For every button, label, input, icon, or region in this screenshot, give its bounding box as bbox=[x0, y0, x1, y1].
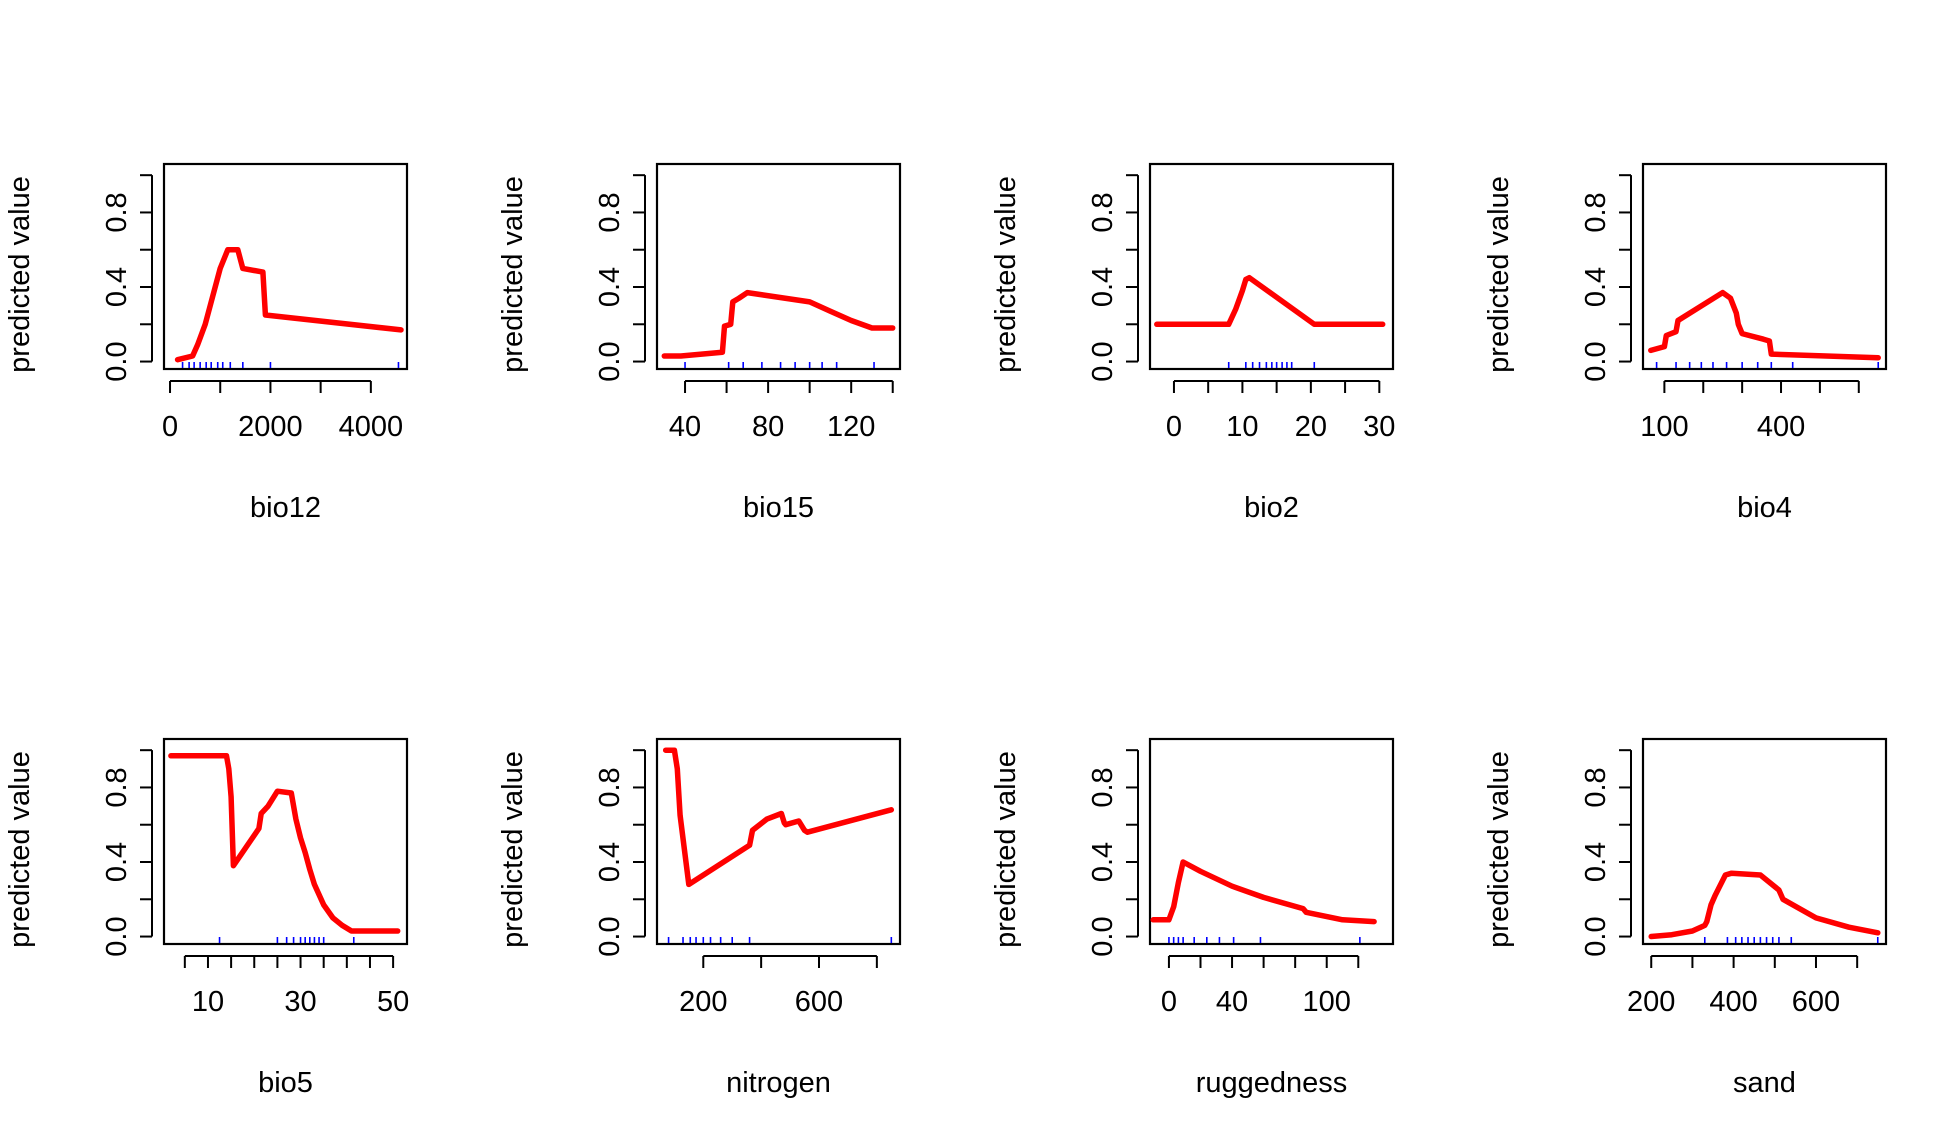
y-tick-label: 0.0 bbox=[101, 916, 133, 956]
plot-panel-bio15: 40 80 120 0.0 0.4 0.8 bio15 predicted value bbox=[497, 162, 902, 524]
y-axis-title: predicted value bbox=[990, 176, 1022, 373]
plot-box bbox=[162, 162, 409, 371]
y-tick-label: 0.0 bbox=[1087, 341, 1119, 381]
y-axis-title: predicted value bbox=[1483, 176, 1515, 373]
x-tick-label: 0 bbox=[1161, 986, 1177, 1018]
x-tick-label: 2000 bbox=[238, 411, 303, 443]
response-curve-sand bbox=[1648, 870, 1881, 940]
x-tick-label: 400 bbox=[1757, 411, 1805, 443]
y-tick-label: 0.4 bbox=[1087, 267, 1119, 307]
x-tick-label: 0 bbox=[162, 411, 178, 443]
x-tick-label: 40 bbox=[1216, 986, 1248, 1018]
plot-box bbox=[1148, 737, 1395, 946]
x-tick-label: 10 bbox=[192, 986, 224, 1018]
response-curve-ruggedness bbox=[1150, 859, 1377, 925]
y-tick-label: 0.8 bbox=[1580, 192, 1612, 232]
x-tick-label: 30 bbox=[284, 986, 316, 1018]
x-axis-title: bio15 bbox=[743, 492, 814, 524]
plot-box bbox=[655, 162, 902, 371]
x-tick-label: 0 bbox=[1166, 411, 1182, 443]
plot-panel-nitrogen: 200 600 0.0 0.4 0.8 nitrogen predicted value bbox=[497, 737, 902, 1099]
y-tick-label: 0.8 bbox=[594, 767, 626, 807]
x-tick-label: 200 bbox=[1627, 986, 1675, 1018]
y-tick-label: 0.8 bbox=[101, 192, 133, 232]
x-tick-label: 100 bbox=[1640, 411, 1688, 443]
y-tick-label: 0.4 bbox=[101, 267, 133, 307]
x-axis-title: bio12 bbox=[250, 492, 321, 524]
y-tick-label: 0.8 bbox=[1087, 767, 1119, 807]
response-curve-bio2 bbox=[1154, 274, 1386, 328]
y-tick-label: 0.4 bbox=[594, 267, 626, 307]
y-axis-title: predicted value bbox=[497, 751, 529, 948]
x-tick-label: 80 bbox=[752, 411, 784, 443]
plot-box bbox=[1641, 737, 1888, 946]
y-axis-title: predicted value bbox=[497, 176, 529, 373]
plot-box bbox=[162, 737, 409, 946]
y-tick-label: 0.0 bbox=[101, 341, 133, 381]
x-tick-label: 10 bbox=[1226, 411, 1258, 443]
x-tick-label: 400 bbox=[1709, 986, 1757, 1018]
y-axis-title: predicted value bbox=[1483, 751, 1515, 948]
x-axis-title: bio5 bbox=[258, 1067, 313, 1099]
x-tick-label: 600 bbox=[1792, 986, 1840, 1018]
x-tick-label: 30 bbox=[1363, 411, 1395, 443]
y-axis-title: predicted value bbox=[990, 751, 1022, 948]
plot-panel-bio12: 0 2000 4000 0.0 0.4 0.8 bio12 predicted value bbox=[4, 162, 409, 524]
x-axis-title: nitrogen bbox=[726, 1067, 831, 1099]
plot-panel-bio5: 10 30 50 0.0 0.4 0.8 bio5 predicted value bbox=[4, 737, 409, 1099]
y-tick-label: 0.4 bbox=[1087, 842, 1119, 882]
y-tick-label: 0.0 bbox=[594, 341, 626, 381]
y-tick-label: 0.0 bbox=[1580, 341, 1612, 381]
x-tick-label: 40 bbox=[669, 411, 701, 443]
plot-box bbox=[655, 737, 902, 946]
plot-panel-sand: 200 400 600 0.0 0.4 0.8 sand predicted value bbox=[1483, 737, 1888, 1099]
x-axis-title: bio2 bbox=[1244, 492, 1299, 524]
y-tick-label: 0.0 bbox=[1087, 916, 1119, 956]
plot-panel-bio2: 0 10 20 30 0.0 0.4 0.8 bio2 predicted value bbox=[990, 162, 1395, 524]
response-curve-nitrogen bbox=[662, 747, 895, 888]
plot-panel-bio4: 100 400 0.0 0.4 0.8 bio4 predicted value bbox=[1483, 162, 1888, 524]
y-tick-label: 0.8 bbox=[1580, 767, 1612, 807]
response-curve-bio5 bbox=[168, 753, 401, 934]
x-tick-label: 200 bbox=[679, 986, 727, 1018]
plot-panel-ruggedness: 0 40 100 0.0 0.4 0.8 ruggedness predicted value bbox=[990, 737, 1395, 1099]
x-tick-label: 4000 bbox=[339, 411, 404, 443]
response-curve-bio12 bbox=[174, 246, 404, 363]
plot-box bbox=[1148, 162, 1395, 371]
y-axis-title: predicted value bbox=[4, 751, 36, 948]
y-tick-label: 0.4 bbox=[101, 842, 133, 882]
x-tick-label: 20 bbox=[1295, 411, 1327, 443]
y-tick-label: 0.0 bbox=[594, 916, 626, 956]
y-tick-label: 0.4 bbox=[1580, 842, 1612, 882]
y-tick-label: 0.8 bbox=[594, 192, 626, 232]
x-axis-title: bio4 bbox=[1737, 492, 1792, 524]
plot-box bbox=[1641, 162, 1888, 371]
y-tick-label: 0.0 bbox=[1580, 916, 1612, 956]
response-curve-bio4 bbox=[1648, 289, 1881, 361]
x-tick-label: 100 bbox=[1303, 986, 1351, 1018]
x-axis-title: ruggedness bbox=[1196, 1067, 1348, 1099]
x-tick-label: 50 bbox=[377, 986, 409, 1018]
y-tick-label: 0.8 bbox=[1087, 192, 1119, 232]
y-axis-title: predicted value bbox=[4, 176, 36, 373]
x-axis-title: sand bbox=[1733, 1067, 1796, 1099]
y-tick-label: 0.8 bbox=[101, 767, 133, 807]
response-curve-bio15 bbox=[661, 289, 896, 359]
x-tick-label: 600 bbox=[795, 986, 843, 1018]
y-tick-label: 0.4 bbox=[594, 842, 626, 882]
y-tick-label: 0.4 bbox=[1580, 267, 1612, 307]
x-tick-label: 120 bbox=[827, 411, 875, 443]
